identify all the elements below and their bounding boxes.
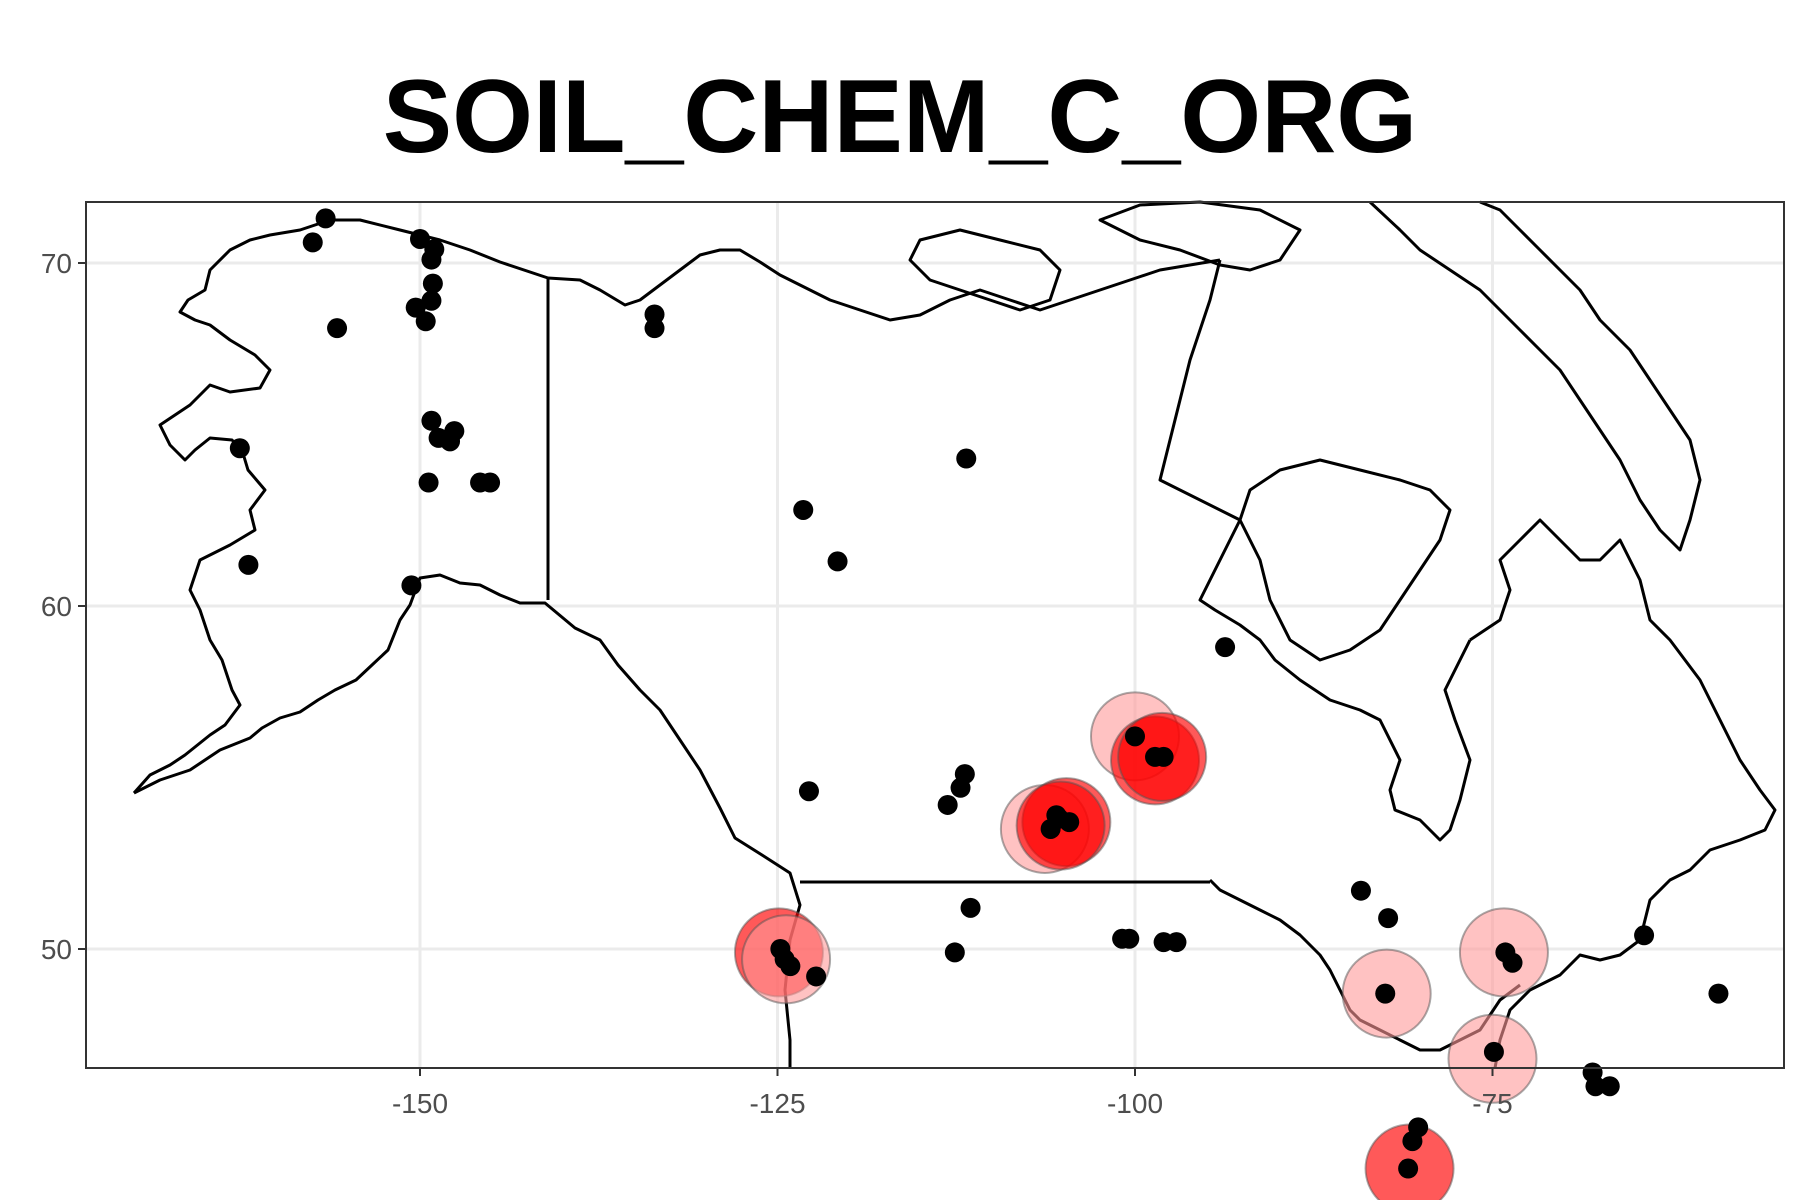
site-point (827, 551, 848, 572)
canada-arctic-coast (547, 248, 1221, 322)
x-tick-label: -100 (1107, 1088, 1163, 1119)
x-tick-label: -150 (392, 1088, 448, 1119)
site-point (1585, 1076, 1606, 1097)
site-point (1215, 637, 1236, 658)
site-point (302, 232, 323, 253)
site-point (1502, 952, 1523, 973)
site-point (421, 290, 442, 311)
site-point (422, 273, 443, 294)
site-point (238, 554, 259, 575)
site-point (644, 318, 665, 339)
site-point (960, 897, 981, 918)
site-points (229, 208, 1729, 1179)
site-point (1125, 726, 1145, 747)
site-point (1153, 746, 1174, 767)
site-point (421, 249, 442, 270)
site-point (956, 448, 977, 469)
site-point (793, 499, 814, 520)
y-tick-label: 70 (41, 248, 72, 279)
x-tick-label: -125 (749, 1088, 805, 1119)
hudson-bay-coast (1158, 259, 1472, 842)
site-point (1378, 908, 1399, 929)
site-point (944, 942, 965, 963)
chart-title: SOIL_CHEM_C_ORG (382, 59, 1418, 175)
site-point (1398, 1158, 1419, 1179)
site-point (798, 781, 819, 802)
site-point (415, 311, 436, 332)
alaska-coastline (133, 573, 802, 1068)
site-point (950, 777, 971, 798)
east-coast (1469, 518, 1777, 1069)
victoria-island (908, 228, 1062, 312)
site-point (410, 228, 430, 249)
site-point (780, 956, 801, 977)
site-point (421, 410, 442, 431)
site-point (401, 575, 422, 596)
panel-border (85, 201, 1785, 1069)
x-tick-label: -75 (1472, 1088, 1512, 1119)
site-point (418, 472, 439, 493)
site-point (1350, 880, 1371, 901)
alaska-west-coast (132, 218, 549, 794)
site-point (937, 794, 958, 815)
site-point (1402, 1131, 1423, 1152)
site-point (1483, 1041, 1504, 1062)
y-tick-label: 50 (41, 934, 72, 965)
site-point (1166, 932, 1187, 953)
axis-ticks: -150-125-100-7540506070 (41, 248, 1513, 1119)
highlight-circles (733, 691, 1549, 1200)
baffin-island (1368, 200, 1702, 552)
site-point (405, 297, 426, 318)
site-point (1634, 925, 1655, 946)
coastline-outline (132, 200, 1777, 1069)
site-point (806, 966, 827, 987)
site-point (1049, 808, 1070, 829)
y-tick-label: 60 (41, 591, 72, 622)
site-point (1599, 1076, 1620, 1097)
site-point (229, 438, 250, 459)
site-point (315, 208, 336, 229)
site-point (440, 431, 461, 452)
site-point (480, 472, 501, 493)
site-point (644, 304, 665, 325)
site-point (1119, 928, 1140, 949)
hudson-bay-inner (1238, 458, 1452, 662)
site-point (1708, 983, 1729, 1004)
site-point (327, 318, 348, 339)
site-point (1375, 983, 1396, 1004)
